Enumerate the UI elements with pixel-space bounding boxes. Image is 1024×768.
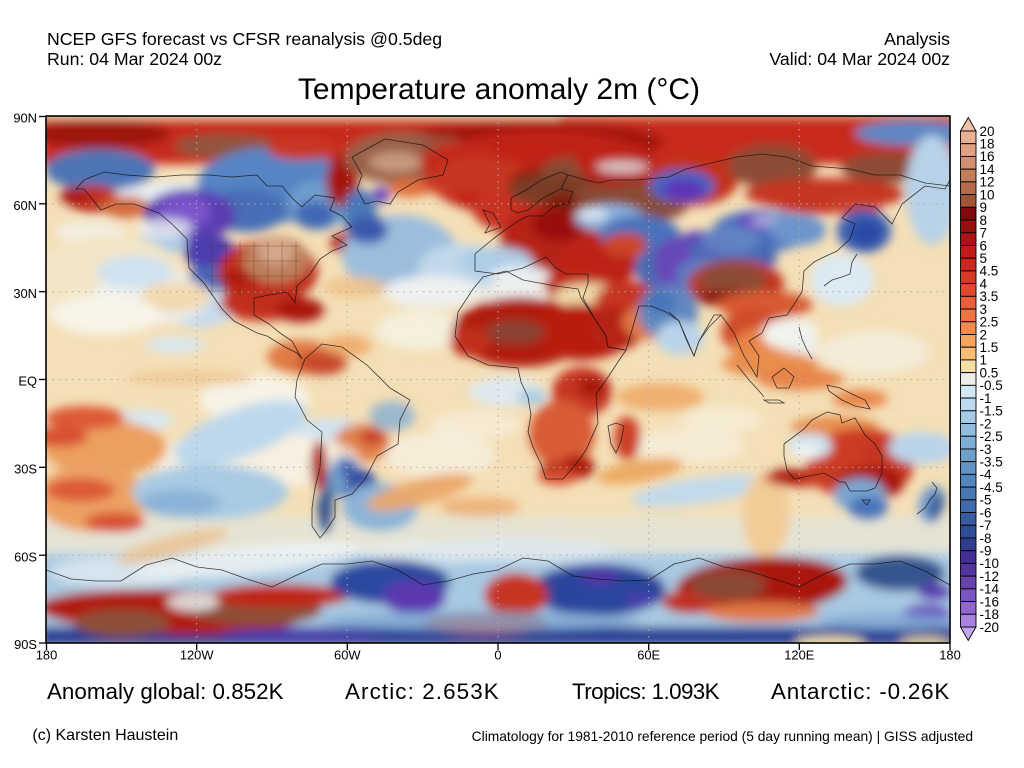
svg-text:30N: 30N [13,286,37,301]
svg-text:-1: -1 [980,391,992,406]
svg-text:120W: 120W [180,648,215,663]
svg-text:-16: -16 [980,594,1000,609]
svg-text:14: 14 [980,162,996,177]
svg-text:2.5: 2.5 [980,315,999,330]
svg-text:EQ: EQ [18,374,37,389]
svg-text:-2.5: -2.5 [980,429,1003,444]
svg-text:30S: 30S [14,461,37,476]
svg-text:-1.5: -1.5 [980,404,1003,419]
svg-text:-9: -9 [980,543,992,558]
svg-text:60N: 60N [13,198,37,213]
svg-text:-4: -4 [980,467,992,482]
svg-text:0.5: 0.5 [980,365,999,380]
svg-text:-20: -20 [980,620,1000,635]
svg-text:4.5: 4.5 [980,264,999,279]
svg-text:8: 8 [980,213,988,228]
svg-text:90S: 90S [14,637,37,652]
svg-text:2: 2 [980,327,988,342]
svg-text:-0.5: -0.5 [980,378,1003,393]
svg-text:180: 180 [939,648,961,663]
svg-text:6: 6 [980,238,988,253]
svg-text:60W: 60W [334,648,361,663]
svg-text:-6: -6 [980,505,992,520]
svg-text:7: 7 [980,226,988,241]
svg-text:-7: -7 [980,518,992,533]
svg-text:0: 0 [494,648,501,663]
svg-text:-8: -8 [980,531,992,546]
svg-text:20: 20 [980,124,995,139]
svg-text:180: 180 [36,648,58,663]
svg-text:5: 5 [980,251,988,266]
svg-text:-5: -5 [980,493,992,508]
svg-text:1: 1 [980,353,988,368]
svg-text:10: 10 [980,187,995,202]
svg-text:-3: -3 [980,442,992,457]
svg-text:3: 3 [980,302,988,317]
svg-text:12: 12 [980,175,995,190]
svg-text:16: 16 [980,149,995,164]
svg-text:-12: -12 [980,569,1000,584]
svg-text:90N: 90N [13,111,37,126]
svg-text:-10: -10 [980,556,1000,571]
svg-text:120E: 120E [784,648,815,663]
svg-text:60E: 60E [637,648,660,663]
svg-text:-4.5: -4.5 [980,480,1003,495]
svg-text:3.5: 3.5 [980,289,999,304]
svg-text:9: 9 [980,200,988,215]
svg-text:4: 4 [980,276,988,291]
svg-text:-2: -2 [980,416,992,431]
svg-text:1.5: 1.5 [980,340,999,355]
svg-text:-3.5: -3.5 [980,454,1003,469]
svg-text:-14: -14 [980,582,1000,597]
svg-text:-18: -18 [980,607,1000,622]
svg-text:18: 18 [980,137,995,152]
svg-text:60S: 60S [14,549,37,564]
